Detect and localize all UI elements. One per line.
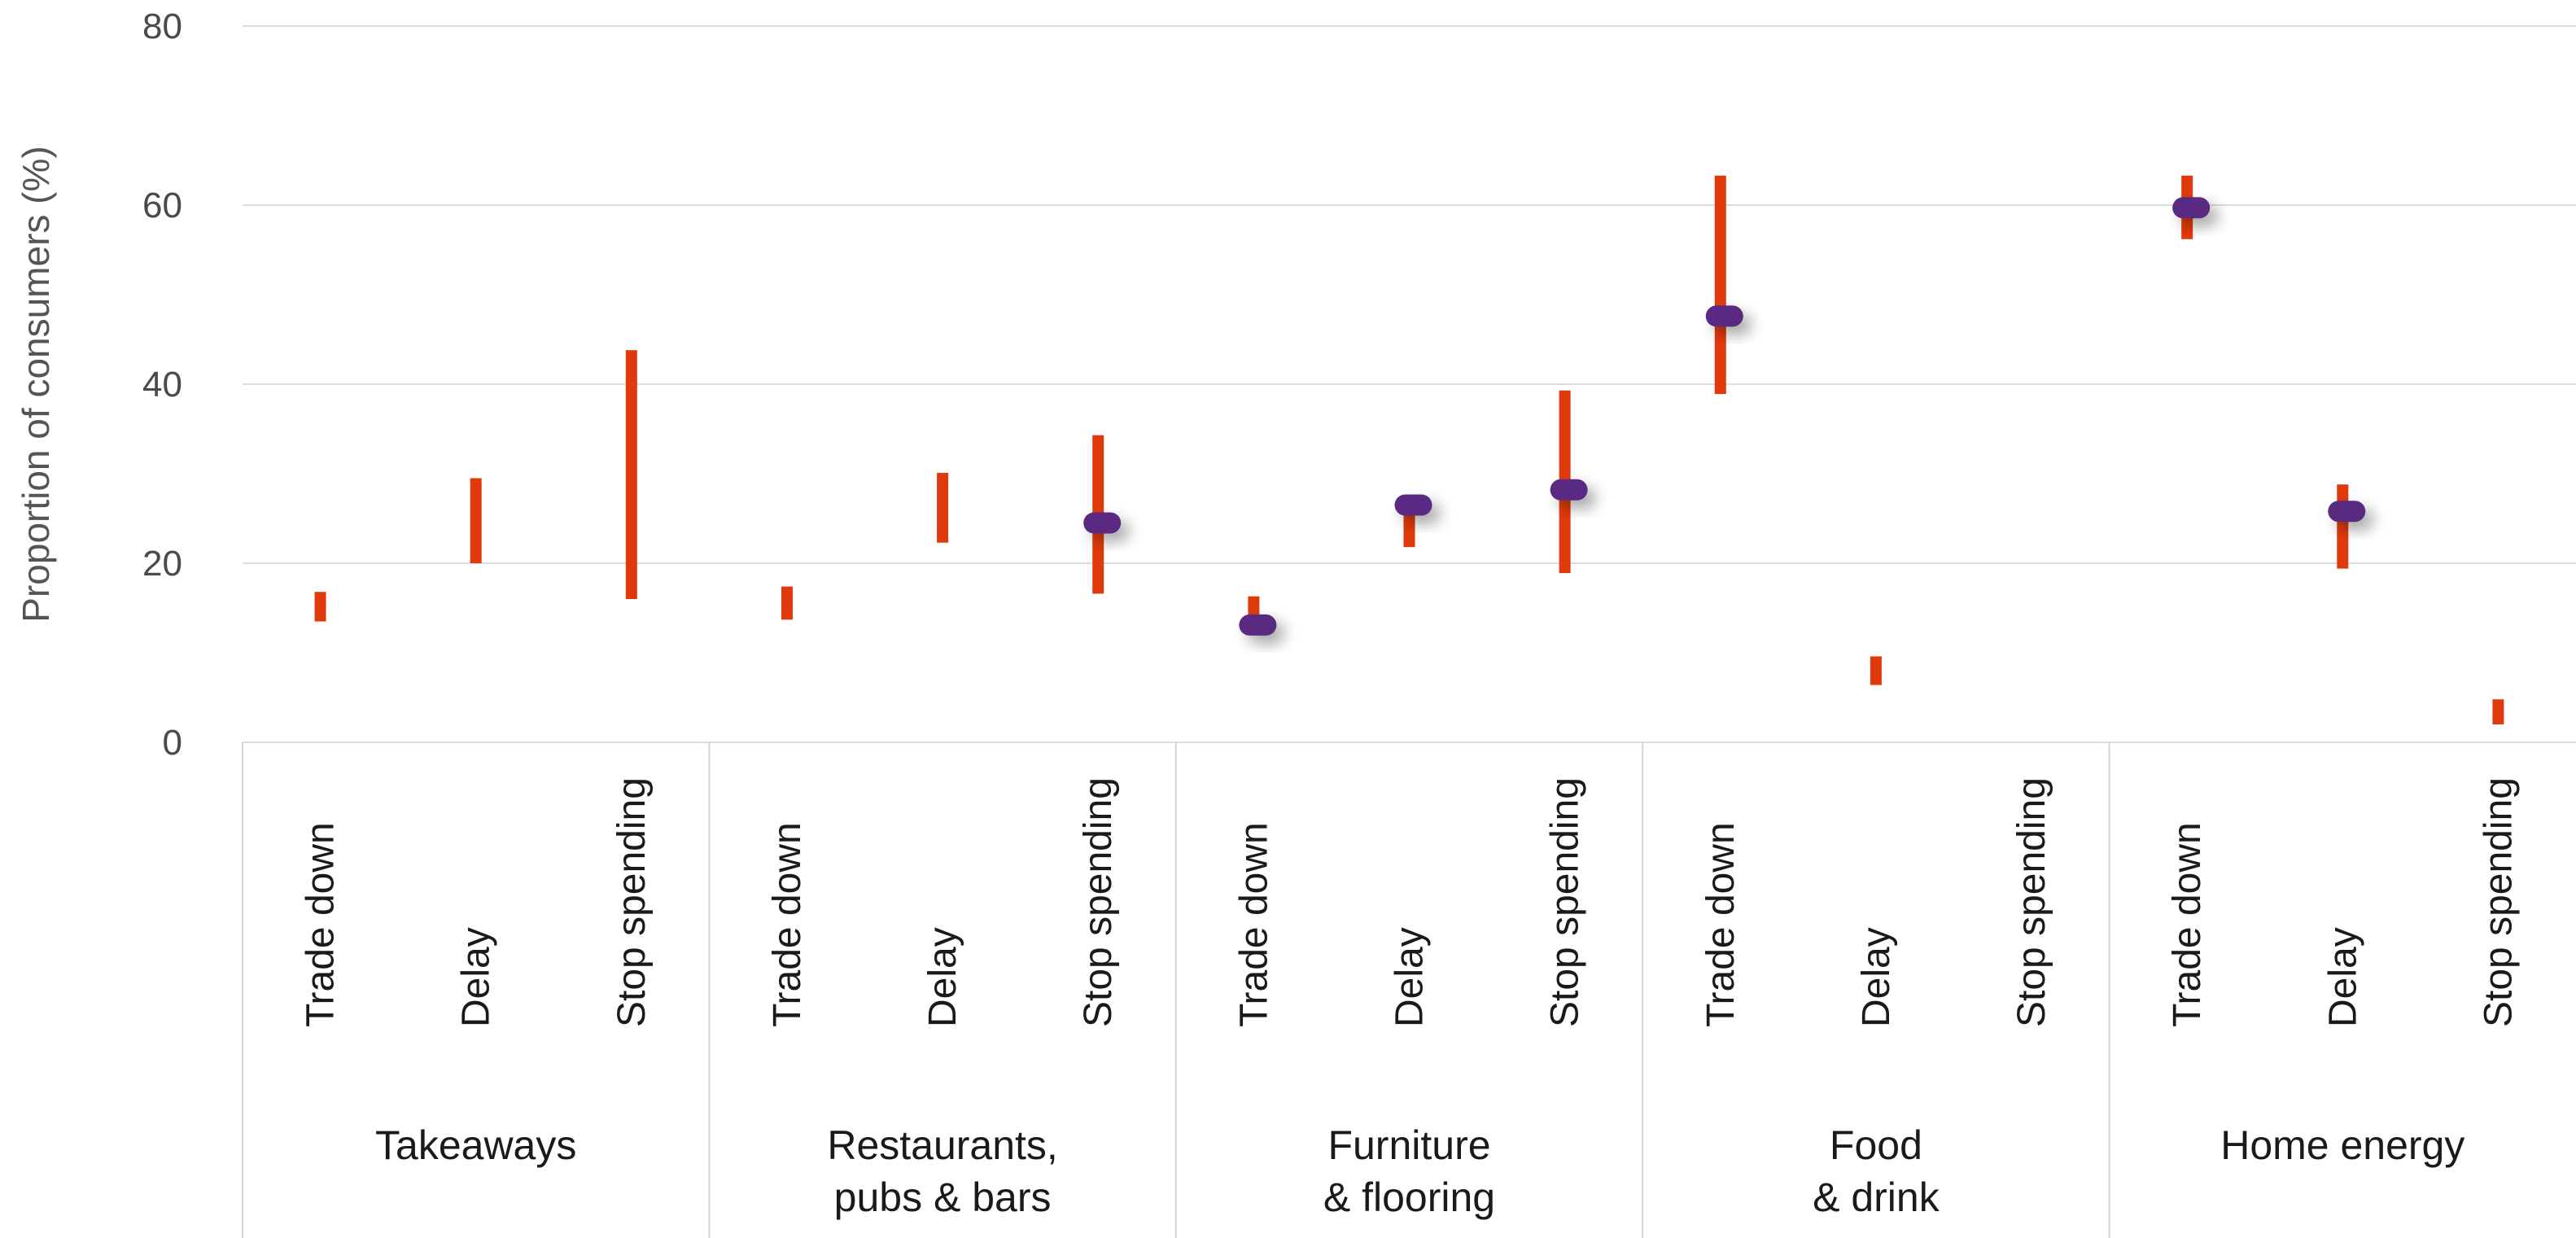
- estimate-point: [2328, 501, 2366, 523]
- y-tick-labels: 0 20 40 60 80: [142, 7, 182, 763]
- y-tick-label: 60: [142, 186, 182, 225]
- group-label: Home energy: [2220, 1122, 2464, 1168]
- range-bars: [314, 175, 2504, 724]
- y-tick-label: 20: [142, 544, 182, 584]
- range-bar: [470, 478, 482, 563]
- group-label: Food: [1830, 1122, 1922, 1168]
- category-label: Trade down: [1699, 822, 1743, 1027]
- gridlines: [243, 25, 2576, 743]
- group-separators: [242, 742, 2110, 1238]
- category-label: Trade down: [300, 822, 343, 1027]
- range-bar: [937, 472, 949, 543]
- group-labels: Takeaways Restaurants, pubs & bars Furnitur…: [375, 1122, 2464, 1220]
- y-tick-label: 0: [163, 723, 182, 763]
- range-bar: [781, 586, 793, 620]
- range-bar: [2337, 484, 2349, 569]
- category-label: Stop spending: [2010, 777, 2053, 1027]
- category-label: Trade down: [2166, 822, 2209, 1027]
- category-label: Stop spending: [1077, 777, 1120, 1027]
- category-label: Delay: [1855, 927, 1898, 1027]
- estimate-points: [1083, 197, 2366, 636]
- range-bar: [625, 350, 637, 599]
- category-label: Delay: [2321, 927, 2364, 1027]
- group-label: Restaurants,: [827, 1122, 1057, 1168]
- group-label: pubs & bars: [834, 1175, 1052, 1220]
- estimate-point: [1705, 305, 1743, 327]
- category-labels: Trade down Delay Stop spending Trade down De…: [300, 777, 2521, 1027]
- y-tick-label: 40: [142, 365, 182, 405]
- group-label: & drink: [1813, 1175, 1940, 1220]
- range-bar: [2492, 699, 2504, 724]
- group-label: & flooring: [1323, 1175, 1495, 1220]
- estimate-point: [1083, 512, 1122, 534]
- y-tick-label: 80: [142, 7, 182, 46]
- category-label: Trade down: [1232, 822, 1275, 1027]
- estimate-point: [1550, 479, 1588, 501]
- category-label: Stop spending: [2477, 777, 2520, 1027]
- group-label: Furniture: [1327, 1122, 1490, 1168]
- estimate-point: [1239, 614, 1277, 636]
- y-axis-label: Proportion of consumers (%): [15, 146, 57, 622]
- group-label: Takeaways: [375, 1122, 576, 1168]
- estimate-point: [1394, 494, 1432, 516]
- range-bar: [1714, 175, 1726, 395]
- range-bar: [1870, 656, 1882, 685]
- category-label: Stop spending: [610, 777, 654, 1027]
- category-label: Stop spending: [1544, 777, 1587, 1027]
- range-bar: [314, 592, 326, 622]
- category-label: Delay: [1389, 927, 1432, 1027]
- category-label: Trade down: [766, 822, 809, 1027]
- category-label: Delay: [455, 927, 498, 1027]
- category-label: Delay: [921, 927, 964, 1027]
- estimate-point: [2172, 197, 2211, 219]
